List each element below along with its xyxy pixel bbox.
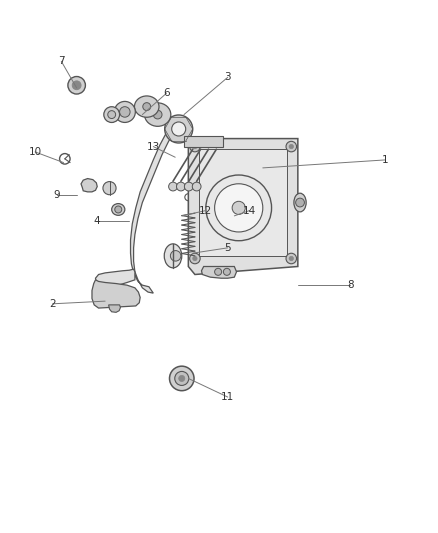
Circle shape: [193, 144, 197, 149]
Circle shape: [286, 253, 297, 264]
Polygon shape: [95, 269, 135, 286]
Polygon shape: [188, 139, 298, 274]
Polygon shape: [199, 149, 287, 256]
Circle shape: [114, 101, 135, 123]
Polygon shape: [184, 136, 223, 147]
Circle shape: [143, 103, 151, 110]
Circle shape: [215, 184, 263, 232]
Text: 5: 5: [224, 243, 231, 253]
Circle shape: [175, 372, 189, 385]
Text: 4: 4: [93, 216, 100, 226]
Text: 1: 1: [382, 155, 389, 165]
Polygon shape: [92, 280, 140, 308]
Circle shape: [165, 115, 193, 143]
Circle shape: [177, 182, 185, 191]
Circle shape: [289, 256, 293, 261]
Polygon shape: [131, 125, 182, 293]
Circle shape: [289, 144, 293, 149]
Ellipse shape: [164, 244, 182, 268]
Text: 9: 9: [53, 190, 60, 199]
Circle shape: [223, 268, 230, 276]
Text: 3: 3: [224, 72, 231, 82]
Circle shape: [172, 122, 186, 136]
Circle shape: [192, 182, 201, 191]
Text: 13: 13: [147, 142, 160, 151]
Circle shape: [190, 253, 200, 264]
Circle shape: [115, 206, 122, 213]
Circle shape: [170, 251, 181, 261]
Circle shape: [103, 182, 116, 195]
Circle shape: [120, 107, 130, 117]
Text: 7: 7: [58, 56, 65, 66]
Text: 6: 6: [163, 88, 170, 98]
Circle shape: [68, 77, 85, 94]
Text: 14: 14: [243, 206, 256, 215]
Circle shape: [170, 366, 194, 391]
Text: 2: 2: [49, 299, 56, 309]
Circle shape: [184, 182, 193, 191]
Circle shape: [72, 81, 81, 90]
Circle shape: [215, 268, 222, 276]
Circle shape: [296, 198, 304, 207]
Text: 8: 8: [347, 280, 354, 290]
Circle shape: [193, 256, 197, 261]
Circle shape: [153, 110, 162, 119]
Circle shape: [190, 141, 200, 152]
Circle shape: [108, 111, 116, 118]
Text: 10: 10: [28, 147, 42, 157]
Circle shape: [232, 201, 245, 214]
Polygon shape: [201, 266, 237, 278]
Ellipse shape: [145, 103, 171, 126]
Text: 11: 11: [221, 392, 234, 402]
Circle shape: [104, 107, 120, 123]
Ellipse shape: [134, 96, 159, 117]
Circle shape: [179, 375, 185, 382]
Text: 12: 12: [199, 206, 212, 215]
Polygon shape: [109, 305, 120, 312]
Circle shape: [206, 175, 272, 241]
Circle shape: [169, 182, 177, 191]
Ellipse shape: [294, 193, 306, 212]
Polygon shape: [81, 179, 97, 192]
Ellipse shape: [112, 204, 125, 215]
Circle shape: [286, 141, 297, 152]
